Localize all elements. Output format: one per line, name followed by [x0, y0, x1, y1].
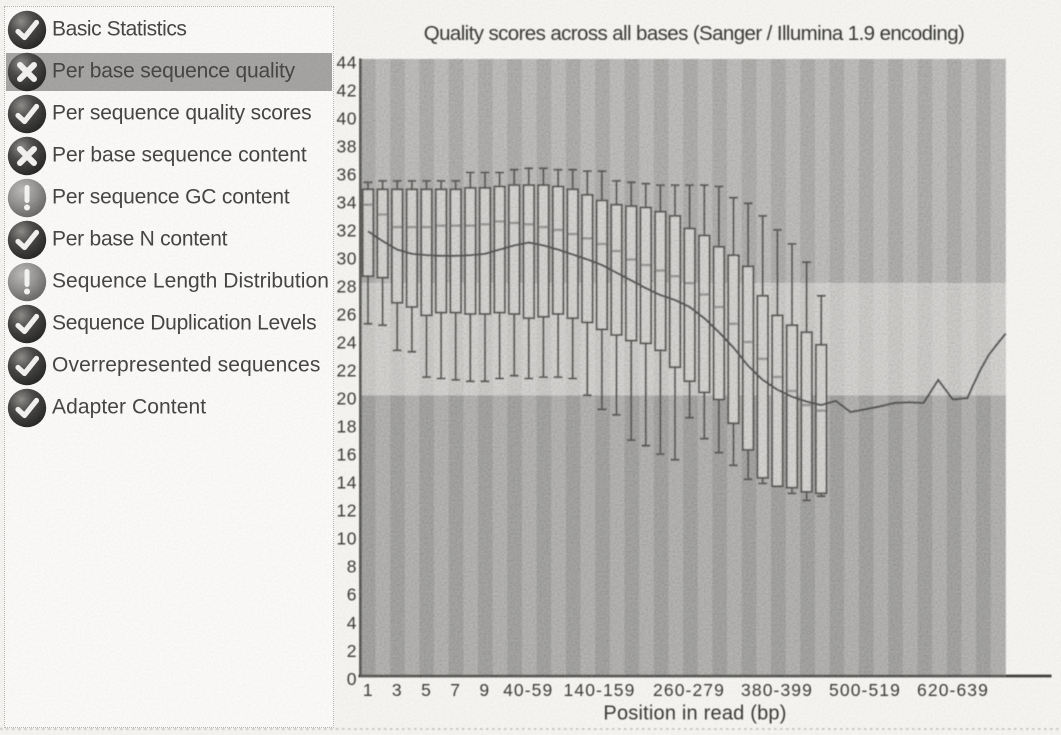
svg-text:2: 2 — [347, 641, 357, 661]
svg-text:140-159: 140-159 — [564, 680, 636, 700]
svg-text:24: 24 — [337, 333, 357, 353]
svg-text:40: 40 — [337, 108, 357, 128]
svg-text:26: 26 — [337, 305, 357, 325]
svg-text:1: 1 — [363, 680, 373, 700]
svg-text:20: 20 — [337, 389, 357, 409]
svg-text:9: 9 — [479, 680, 489, 700]
svg-text:8: 8 — [347, 557, 357, 577]
svg-text:Quality scores across all base: Quality scores across all bases (Sanger … — [424, 22, 964, 45]
svg-text:12: 12 — [337, 501, 357, 521]
svg-text:42: 42 — [337, 80, 357, 100]
svg-text:620-639: 620-639 — [917, 680, 989, 700]
svg-text:22: 22 — [337, 361, 357, 381]
svg-text:380-399: 380-399 — [741, 680, 813, 700]
svg-text:44: 44 — [337, 52, 357, 72]
svg-text:34: 34 — [337, 192, 357, 212]
svg-text:14: 14 — [337, 473, 357, 493]
svg-text:5: 5 — [421, 680, 431, 700]
svg-text:0: 0 — [347, 669, 357, 689]
svg-text:260-279: 260-279 — [653, 680, 725, 700]
svg-text:18: 18 — [337, 417, 357, 437]
svg-text:32: 32 — [337, 220, 357, 240]
svg-text:40-59: 40-59 — [503, 680, 553, 700]
svg-text:38: 38 — [337, 136, 357, 156]
svg-text:28: 28 — [337, 277, 357, 297]
svg-text:16: 16 — [337, 445, 357, 465]
svg-text:500-519: 500-519 — [829, 680, 901, 700]
svg-text:30: 30 — [337, 249, 357, 269]
svg-text:36: 36 — [337, 164, 357, 184]
svg-text:6: 6 — [347, 585, 357, 605]
svg-text:4: 4 — [347, 613, 357, 633]
svg-text:7: 7 — [450, 680, 460, 700]
svg-text:10: 10 — [337, 529, 357, 549]
svg-text:Position in read (bp): Position in read (bp) — [603, 703, 786, 725]
svg-text:3: 3 — [392, 680, 402, 700]
